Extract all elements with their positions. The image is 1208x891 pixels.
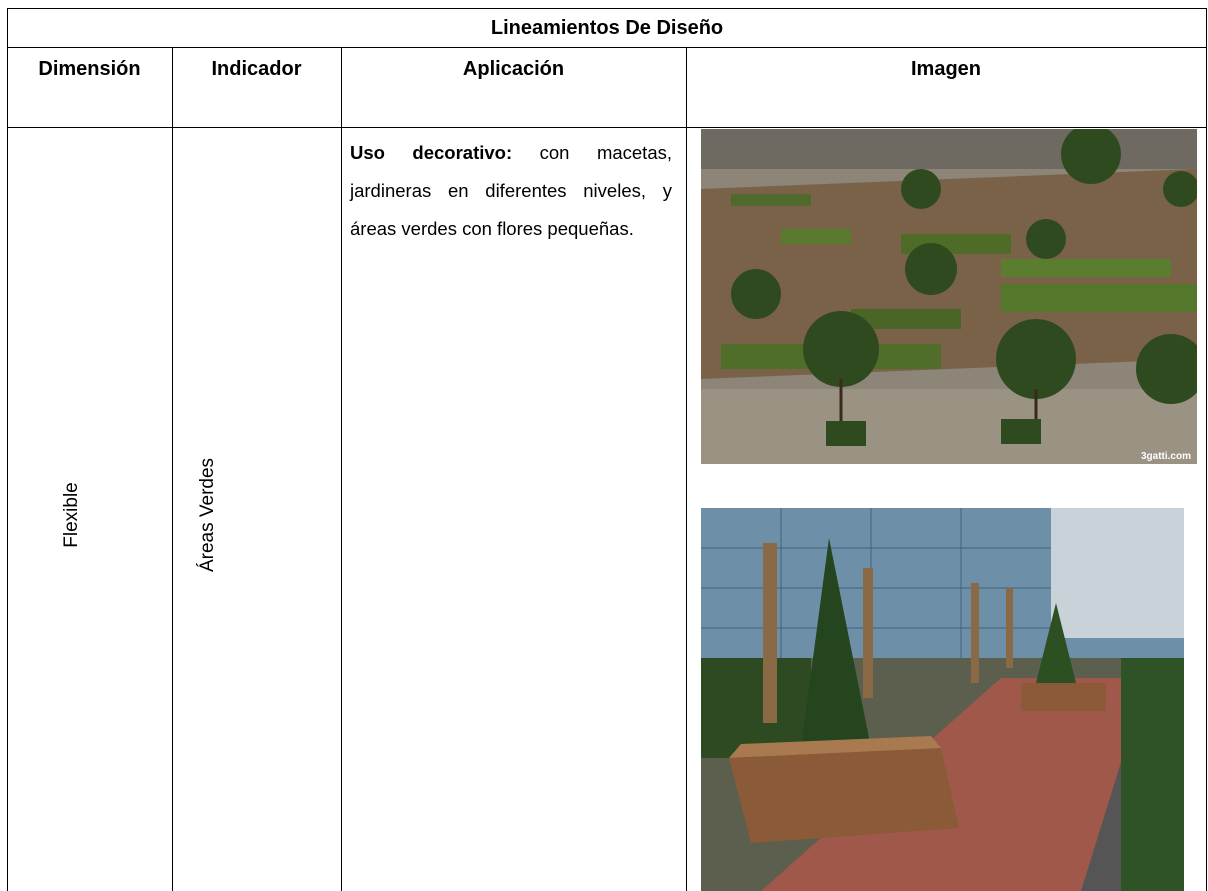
application: Uso decorativo: con macetas, jardineras … [350, 134, 672, 248]
header: Imagen [910, 58, 982, 80]
border [1206, 8, 1207, 891]
application-text: con macetas, jardineras en diferentes ni… [350, 142, 673, 239]
application-bold: Uso decorativo: [350, 142, 513, 163]
border [7, 8, 1207, 9]
image-walkway [701, 508, 1184, 891]
image-watermark: 3gatti.com [1141, 451, 1191, 462]
header: Dimensión [38, 58, 141, 80]
border [7, 47, 1207, 48]
header: Aplicación [462, 58, 565, 80]
image-plaza: 3gatti.com [701, 129, 1197, 464]
table-title: Lineamientos De Diseño [490, 17, 724, 39]
border [172, 47, 173, 891]
border [341, 47, 342, 891]
indicator: Áreas Verdes [197, 457, 218, 573]
border [7, 8, 8, 891]
border [686, 47, 687, 891]
header: Indicador [211, 58, 302, 80]
dimension: Flexible [61, 482, 82, 548]
border [7, 127, 1207, 128]
